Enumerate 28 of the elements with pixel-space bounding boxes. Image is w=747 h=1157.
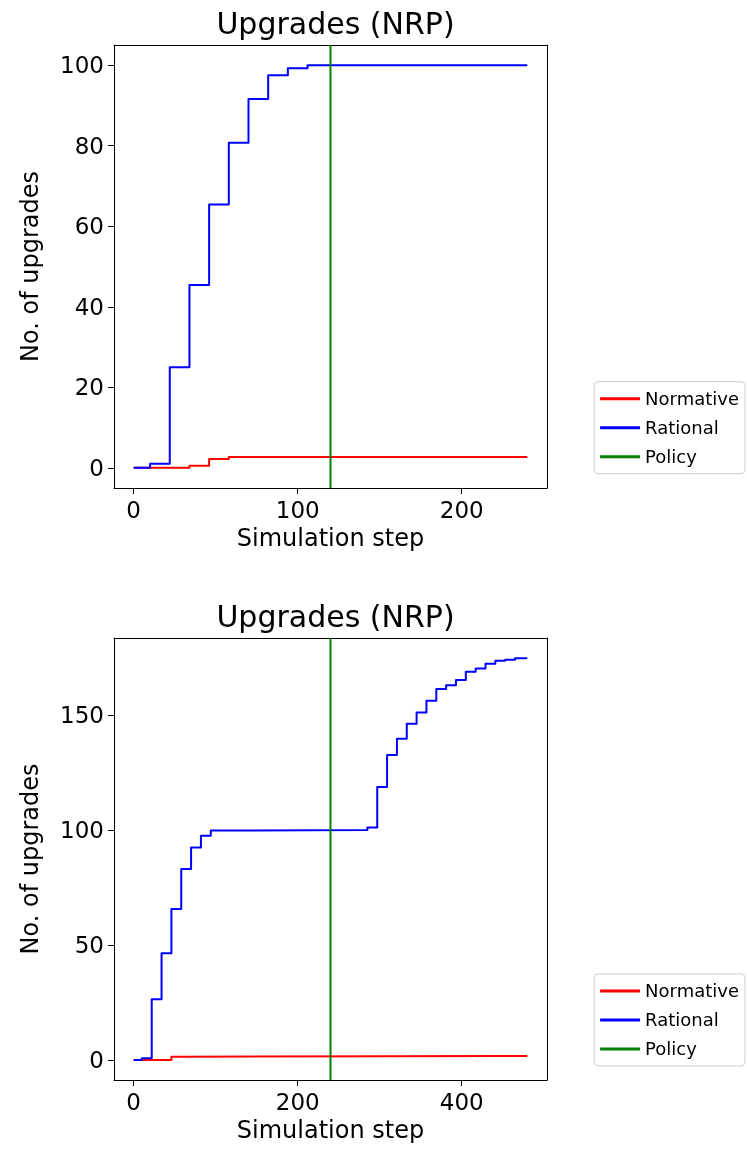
chart-title: Upgrades (NRP) — [216, 598, 455, 634]
legend-label: Policy — [645, 446, 698, 468]
legend-label: Policy — [645, 1038, 698, 1060]
x-tick-label: 0 — [126, 496, 141, 523]
y-tick-label: 60 — [74, 213, 104, 240]
y-tick-label: 0 — [89, 1046, 104, 1073]
y-tick-label: 80 — [74, 132, 104, 159]
x-tick-label: 100 — [275, 496, 320, 523]
y-tick-label: 150 — [60, 701, 104, 728]
x-tick-label: 0 — [126, 1088, 141, 1115]
x-tick-label: 400 — [439, 1088, 484, 1115]
y-tick-label: 100 — [60, 52, 104, 79]
y-axis-title: No. of upgrades — [16, 763, 44, 955]
y-tick-label: 100 — [60, 816, 104, 843]
y-tick-label: 20 — [74, 374, 104, 401]
x-tick-label: 200 — [439, 496, 484, 523]
chart-title: Upgrades (NRP) — [216, 5, 455, 41]
y-tick-label: 40 — [74, 293, 104, 320]
legend-label: Normative — [645, 980, 740, 1002]
legend-label: Normative — [645, 388, 740, 410]
y-tick-label: 0 — [89, 454, 104, 481]
legend-label: Rational — [645, 417, 719, 439]
y-axis-title: No. of upgrades — [16, 171, 44, 362]
x-axis-title: Simulation step — [236, 1115, 425, 1144]
x-axis-title: Simulation step — [236, 523, 425, 552]
x-tick-label: 200 — [275, 1088, 320, 1115]
legend-label: Rational — [645, 1009, 719, 1031]
y-tick-label: 50 — [74, 931, 104, 958]
